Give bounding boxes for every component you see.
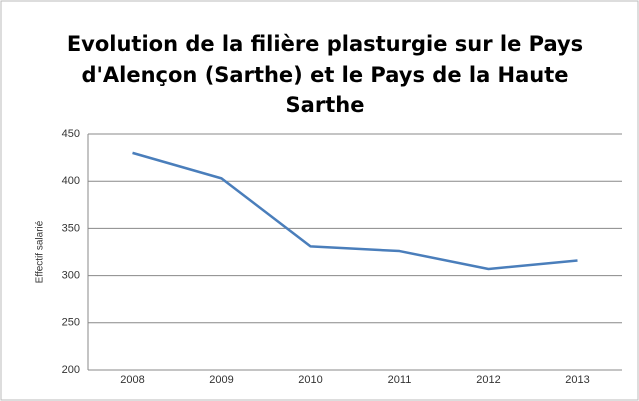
y-tick-label: 250 xyxy=(62,317,80,329)
y-tick-label: 450 xyxy=(62,128,80,140)
y-tick-label: 350 xyxy=(62,222,80,234)
x-tick-label: 2012 xyxy=(476,374,500,386)
x-tick-label: 2013 xyxy=(565,374,589,386)
line-series xyxy=(132,151,578,271)
y-tick-label: 300 xyxy=(62,270,80,282)
y-tick-label: 200 xyxy=(62,364,80,376)
x-tick-label: 2010 xyxy=(298,374,322,386)
chart-title: Evolution de la filière plasturgie sur l… xyxy=(67,32,583,56)
x-tick-label: 2009 xyxy=(209,374,233,386)
y-axis-label: Effectif salarié xyxy=(35,220,46,283)
y-tick-label: 400 xyxy=(62,175,80,187)
x-tick-label: 2008 xyxy=(120,374,144,386)
chart-title: d'Alençon (Sarthe) et le Pays de la Haut… xyxy=(81,63,568,87)
chart-title: Sarthe xyxy=(286,93,365,117)
x-tick-label: 2011 xyxy=(388,374,412,386)
